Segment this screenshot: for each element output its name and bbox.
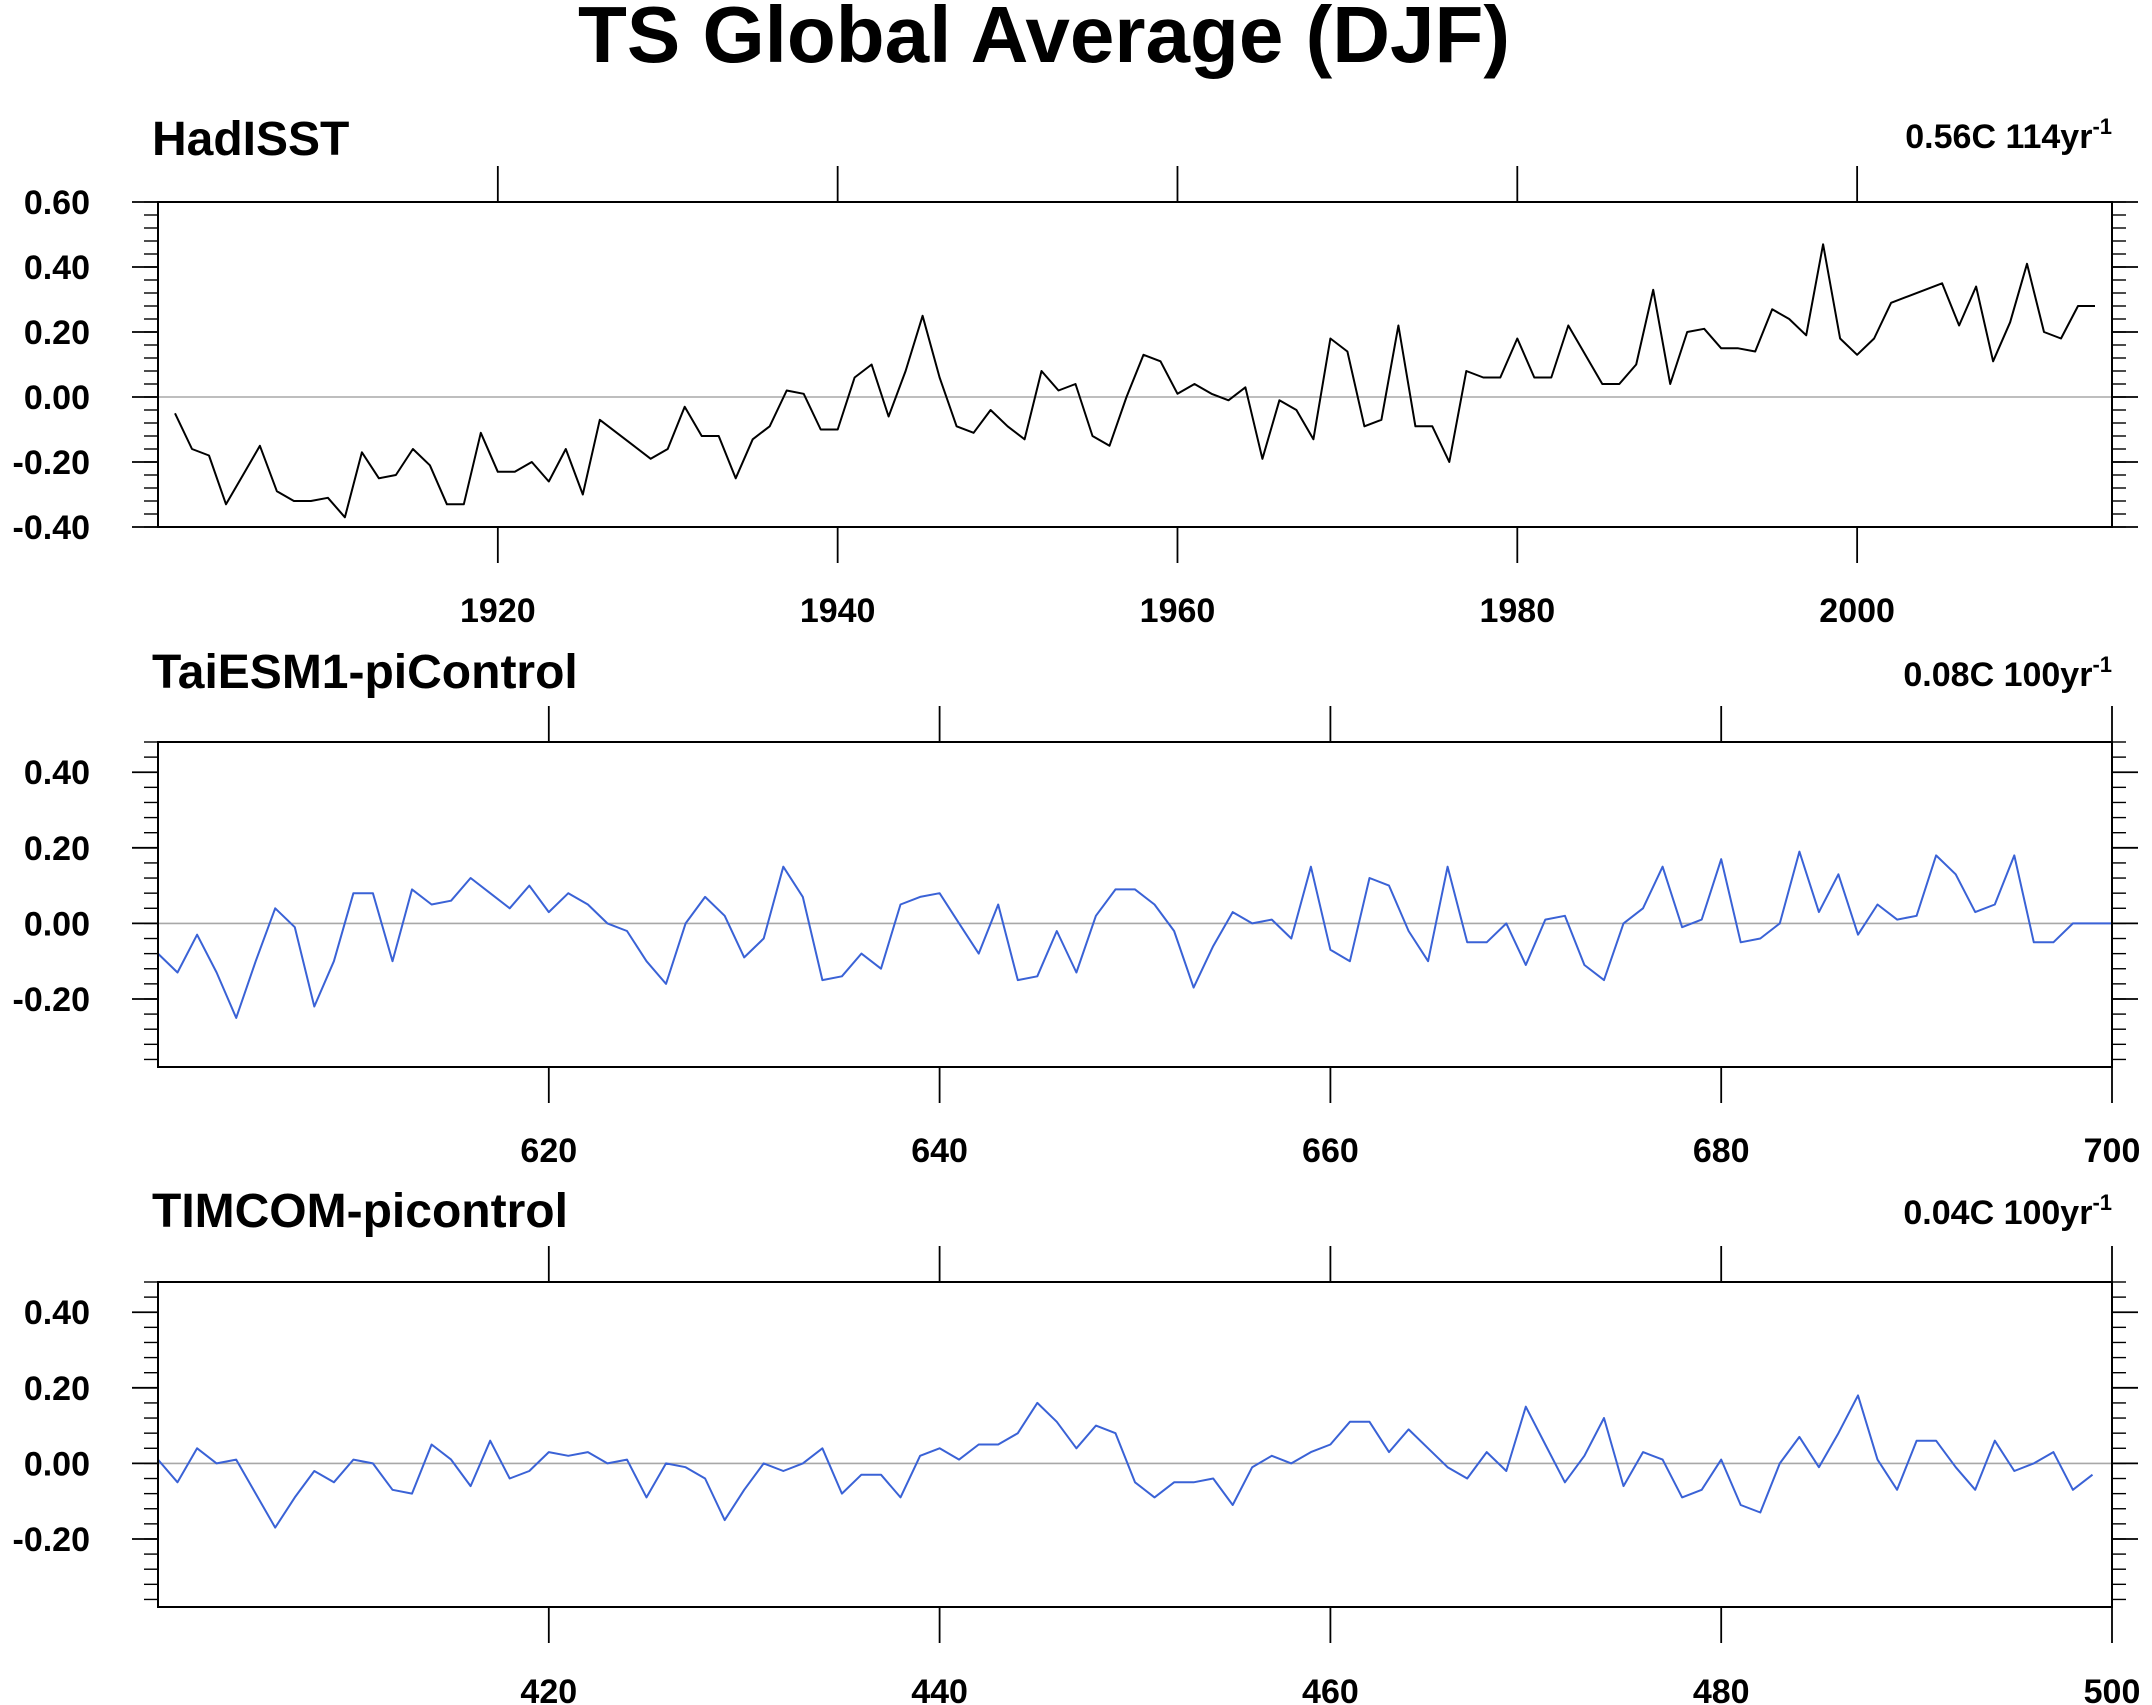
x-tick-label: 620	[520, 1132, 577, 1170]
plot-frame	[157, 1281, 2113, 1608]
x-tick-label: 640	[911, 1132, 968, 1170]
panel-timcom-picontrol: TIMCOM-picontrol 0.04C 100yr-1 -0.20 0.00…	[13, 1185, 2141, 1705]
trend-exponent: -1	[2092, 114, 2112, 139]
y-tick-label: -0.20	[13, 981, 91, 1019]
trend-value: 0.04C 100yr	[1903, 1194, 2092, 1232]
trend-value: 0.56C 114yr	[1905, 118, 2092, 156]
y-tick-label: 0.00	[24, 379, 90, 417]
series-line	[157, 1394, 2094, 1529]
y-tick-label: 0.00	[24, 905, 90, 943]
series-line	[174, 243, 2095, 519]
plot-area: -0.20 0.00 0.20 0.40 420 440 460 480 500	[13, 1246, 2141, 1705]
x-tick-label: 500	[2084, 1673, 2141, 1705]
y-tick-label: 0.60	[24, 184, 90, 222]
y-tick-label: -0.40	[13, 509, 91, 547]
x-tick-label: 700	[2084, 1132, 2141, 1170]
y-tick-label: 0.20	[24, 830, 90, 868]
trend-value: 0.08C 100yr	[1903, 656, 2092, 694]
x-tick-label: 1980	[1479, 592, 1555, 630]
y-tick-label: -0.20	[13, 444, 91, 482]
figure-title: TS Global Average (DJF)	[578, 0, 1510, 79]
panel-hadisst: HadISST 0.56C 114yr-1 -0.40 -0.20 0.00 0.20…	[13, 113, 2138, 630]
x-tick-label: 660	[1302, 1132, 1359, 1170]
y-tick-label: -0.20	[13, 1521, 91, 1559]
trend-label: 0.08C 100yr-1	[1903, 652, 2112, 694]
panel-title: TaiESM1-piControl	[152, 646, 578, 699]
x-tick-label: 1960	[1140, 592, 1216, 630]
x-tick-label: 1940	[800, 592, 876, 630]
panel-title: HadISST	[152, 113, 349, 166]
trend-label: 0.56C 114yr-1	[1905, 114, 2112, 156]
y-tick-label: 0.20	[24, 1370, 90, 1408]
y-tick-label: 0.20	[24, 314, 90, 352]
plot-area: -0.40 -0.20 0.00 0.20 0.40 0.60 1920 1940 1960 19…	[13, 166, 2138, 630]
y-tick-label: 0.40	[24, 249, 90, 287]
trend-exponent: -1	[2092, 652, 2112, 677]
y-tick-label: 0.40	[24, 1294, 90, 1332]
x-tick-label: 460	[1302, 1673, 1359, 1705]
plot-frame	[157, 741, 2113, 1068]
x-tick-label: 680	[1693, 1132, 1750, 1170]
x-tick-label: 1920	[460, 592, 536, 630]
plot-frame	[157, 201, 2113, 528]
x-tick-label: 2000	[1819, 592, 1895, 630]
x-tick-label: 480	[1693, 1673, 1750, 1705]
plot-area: -0.20 0.00 0.20 0.40 620 640 660 680 700	[13, 706, 2141, 1170]
y-tick-label: 0.00	[24, 1445, 90, 1483]
x-tick-label: 420	[520, 1673, 577, 1705]
trend-exponent: -1	[2092, 1190, 2112, 1215]
series-line	[157, 850, 2112, 1019]
panel-taiesm1-picontrol: TaiESM1-piControl 0.08C 100yr-1 -0.20 0.0…	[13, 646, 2141, 1170]
trend-label: 0.04C 100yr-1	[1903, 1190, 2112, 1232]
panel-title: TIMCOM-picontrol	[152, 1185, 568, 1238]
y-tick-label: 0.40	[24, 754, 90, 792]
x-tick-label: 440	[911, 1673, 968, 1705]
